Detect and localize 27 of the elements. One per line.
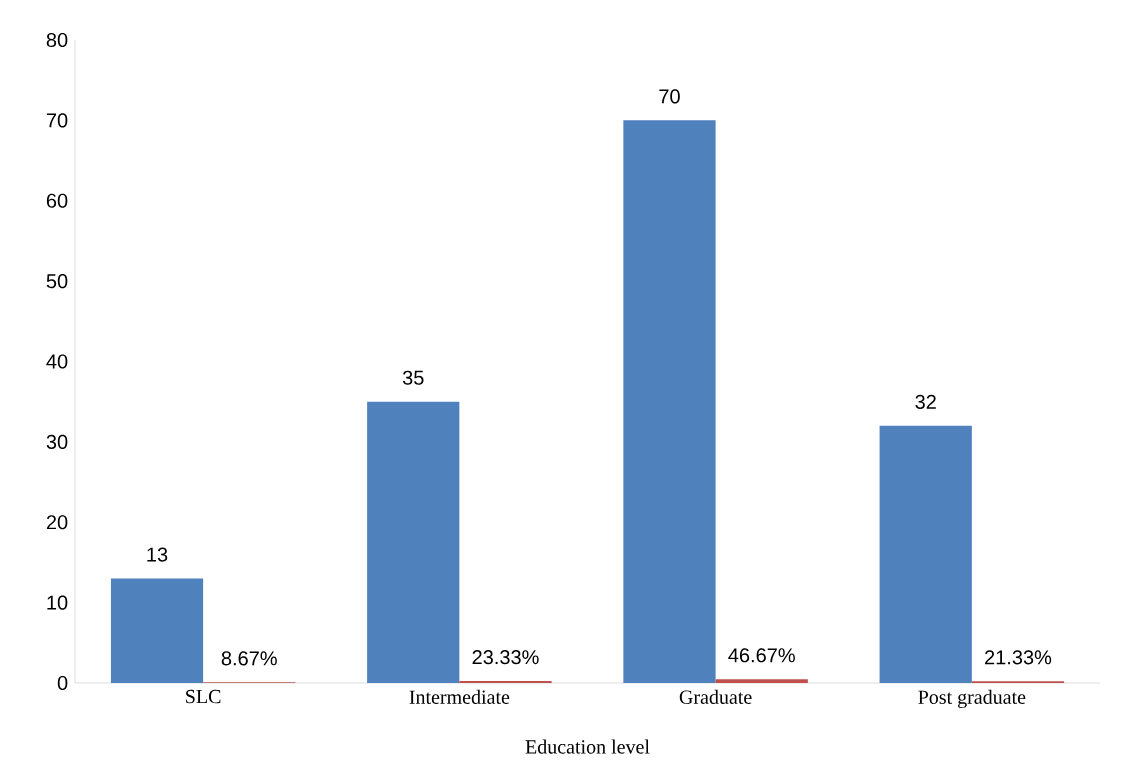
x-tick-label: Graduate <box>679 689 752 704</box>
y-tick-label: 30 <box>46 434 68 449</box>
y-tick-label: 20 <box>46 515 68 530</box>
x-tick-label: SLC <box>186 689 221 704</box>
y-tick-label: 70 <box>46 113 68 128</box>
y-tick-label: 40 <box>46 354 68 369</box>
bar <box>367 401 460 683</box>
y-tick-label: 10 <box>47 595 68 610</box>
x-tick-label: Post graduate <box>918 689 1026 709</box>
data-label: 35 <box>402 370 424 385</box>
data-label: 70 <box>659 89 680 104</box>
data-label: 46.67% <box>728 648 795 663</box>
bar <box>715 679 808 683</box>
y-tick-label: 60 <box>46 193 68 208</box>
x-tick-label: Intermediate <box>409 689 510 704</box>
y-tick-label: 50 <box>46 274 68 289</box>
y-tick-label: 80 <box>46 32 68 48</box>
data-label: 8.67% <box>221 651 277 666</box>
data-label: 21.33% <box>985 650 1052 665</box>
data-label: 13 <box>147 547 168 562</box>
bar <box>879 425 972 683</box>
data-label: 32 <box>915 394 936 409</box>
bar <box>623 120 716 683</box>
y-tick-label: 0 <box>57 675 68 691</box>
data-label: 23.33% <box>472 650 539 665</box>
x-axis-title: Education level <box>525 739 650 754</box>
bar <box>110 578 204 683</box>
